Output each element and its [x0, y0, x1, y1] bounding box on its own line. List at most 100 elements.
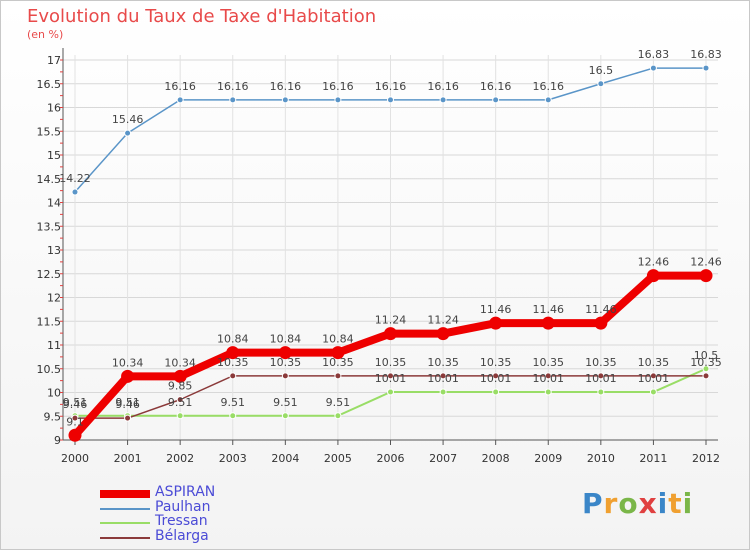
logo-letter: t [668, 487, 683, 520]
data-label-paulhan: 16.16 [164, 80, 196, 93]
data-point-aspiran [594, 316, 608, 330]
y-tick-label: 11.5 [37, 315, 62, 328]
data-point-paulhan [544, 96, 552, 104]
data-point-paulhan [334, 96, 342, 104]
data-point-paulhan [71, 188, 79, 196]
data-point-aspiran [541, 316, 555, 330]
y-tick-label: 14.5 [37, 173, 62, 186]
data-point-aspiran [331, 346, 345, 360]
data-label-bélarga: 9.46 [115, 398, 140, 411]
data-point-paulhan [387, 96, 394, 104]
data-point-bélarga [439, 372, 447, 380]
data-label-aspiran: 12.46 [638, 256, 670, 269]
data-label-tressan: 9.51 [221, 396, 246, 409]
data-label-bélarga: 10.35 [480, 356, 512, 369]
data-point-tressan [281, 412, 289, 420]
y-tick-label: 16 [47, 102, 61, 115]
data-point-paulhan [649, 64, 657, 72]
y-tick-label: 12.5 [37, 268, 62, 281]
x-tick-label: 2006 [377, 452, 405, 465]
data-point-paulhan [176, 96, 184, 104]
legend-swatch [100, 490, 150, 498]
data-point-bélarga [71, 414, 79, 422]
data-point-paulhan [229, 96, 237, 104]
x-tick-label: 2000 [61, 452, 89, 465]
data-label-aspiran: 11.46 [533, 303, 565, 316]
x-tick-label: 2002 [166, 452, 194, 465]
y-tick-label: 13.5 [37, 220, 62, 233]
data-point-aspiran [226, 346, 240, 360]
data-point-tressan [492, 388, 500, 396]
y-tick-label: 14 [47, 197, 61, 210]
data-label-tressan: 10.01 [533, 372, 565, 385]
logo-letter: x [638, 487, 658, 520]
data-point-paulhan [439, 96, 447, 104]
data-point-paulhan [702, 64, 710, 72]
y-tick-label: 11 [47, 339, 61, 352]
x-tick-label: 2001 [114, 452, 142, 465]
data-point-paulhan [124, 129, 132, 137]
data-point-aspiran [646, 269, 660, 283]
data-label-paulhan: 16.83 [638, 48, 670, 61]
data-label-tressan: 10.01 [585, 372, 617, 385]
data-point-bélarga [281, 372, 289, 380]
y-tick-label: 15 [47, 149, 61, 162]
data-label-paulhan: 16.16 [217, 80, 249, 93]
data-label-paulhan: 16.16 [533, 80, 565, 93]
data-point-tressan [334, 412, 342, 420]
data-label-bélarga: 10.35 [375, 356, 407, 369]
data-label-aspiran: 11.46 [585, 303, 617, 316]
data-point-tressan [229, 412, 237, 420]
data-label-tressan: 10.01 [480, 372, 512, 385]
data-label-paulhan: 16.16 [427, 80, 459, 93]
data-label-tressan: 9.51 [273, 396, 298, 409]
data-point-aspiran [68, 428, 82, 442]
data-label-bélarga: 10.35 [585, 356, 617, 369]
data-label-tressan: 10.01 [427, 372, 459, 385]
x-tick-label: 2007 [429, 452, 457, 465]
x-tick-label: 2012 [692, 452, 720, 465]
y-tick-label: 12 [47, 292, 61, 305]
data-point-paulhan [281, 96, 289, 104]
data-label-bélarga: 9.85 [168, 380, 193, 393]
y-tick-label: 10.5 [37, 363, 62, 376]
unit-label: (en %) [27, 28, 64, 41]
data-label-bélarga: 10.35 [322, 356, 354, 369]
x-tick-label: 2011 [639, 452, 667, 465]
data-label-aspiran: 12.46 [690, 256, 722, 269]
data-label-bélarga: 10.35 [638, 356, 670, 369]
data-point-tressan [702, 365, 710, 373]
data-label-bélarga: 10.35 [427, 356, 459, 369]
data-point-aspiran [699, 269, 713, 283]
logo-letter: P [582, 487, 604, 520]
data-point-bélarga [702, 372, 710, 380]
data-label-bélarga: 10.35 [690, 356, 722, 369]
data-label-aspiran: 10.84 [217, 333, 249, 346]
logo-letter: i [657, 487, 669, 520]
legend-label: Tressan [155, 513, 208, 529]
data-label-paulhan: 16.16 [322, 80, 354, 93]
data-label-tressan: 9.51 [326, 396, 351, 409]
data-label-bélarga: 9.46 [63, 398, 88, 411]
legend-label: ASPIRAN [155, 484, 216, 500]
y-tick-label: 16.5 [37, 78, 62, 91]
data-label-aspiran: 10.84 [322, 333, 354, 346]
legend-swatch [100, 507, 150, 510]
y-tick-label: 9.5 [44, 410, 62, 423]
data-label-bélarga: 10.35 [270, 356, 302, 369]
data-label-aspiran: 11.24 [375, 314, 407, 327]
data-point-tressan [649, 388, 657, 396]
data-point-tressan [597, 388, 605, 396]
y-tick-label: 10 [47, 387, 61, 400]
data-point-bélarga [387, 372, 394, 380]
data-label-aspiran: 10.84 [270, 333, 302, 346]
data-point-bélarga [124, 414, 132, 422]
data-point-aspiran [384, 327, 397, 341]
data-label-paulhan: 16.16 [480, 80, 512, 93]
y-tick-label: 13 [47, 244, 61, 257]
data-label-tressan: 10.01 [375, 372, 407, 385]
data-point-bélarga [649, 372, 657, 380]
data-point-aspiran [436, 327, 450, 341]
data-label-paulhan: 16.16 [375, 80, 407, 93]
